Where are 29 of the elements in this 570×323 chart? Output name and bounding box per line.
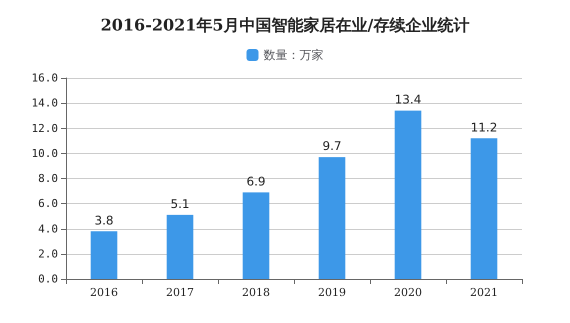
data-label: 3.8 [94, 213, 114, 228]
x-tick-label: 2020 [394, 286, 422, 299]
bar [166, 214, 194, 279]
x-tick-label: 2021 [470, 286, 498, 299]
y-tick-label: 10.0 [32, 146, 58, 160]
y-tick-label: 2.0 [38, 247, 58, 260]
bar [394, 110, 422, 279]
y-tick-label: 8.0 [38, 172, 58, 185]
bar [242, 192, 270, 279]
bar [318, 157, 346, 279]
x-tick-label: 2018 [242, 286, 270, 299]
y-tick-label: 12.0 [32, 122, 58, 135]
x-tick-label: 2019 [318, 286, 346, 299]
x-tick-label: 2016 [90, 286, 118, 299]
data-label: 6.9 [246, 174, 266, 188]
data-label: 9.7 [322, 139, 342, 154]
x-tick-label: 2017 [166, 286, 194, 299]
y-tick-label: 4.0 [38, 222, 58, 236]
y-tick-label: 14.0 [32, 96, 58, 110]
data-label: 5.1 [170, 196, 190, 211]
data-label: 11.2 [470, 120, 498, 134]
y-tick-label: 0.0 [38, 272, 58, 286]
y-tick-label: 6.0 [38, 197, 58, 210]
data-label: 13.4 [394, 92, 422, 107]
chart-title: 2016-2021年5月中国智能家居在业/存续企业统计 [100, 16, 470, 34]
legend-label: 数量：万家 [264, 48, 324, 62]
bar [90, 231, 118, 279]
y-tick-label: 16.0 [32, 72, 58, 84]
bar [470, 138, 498, 279]
